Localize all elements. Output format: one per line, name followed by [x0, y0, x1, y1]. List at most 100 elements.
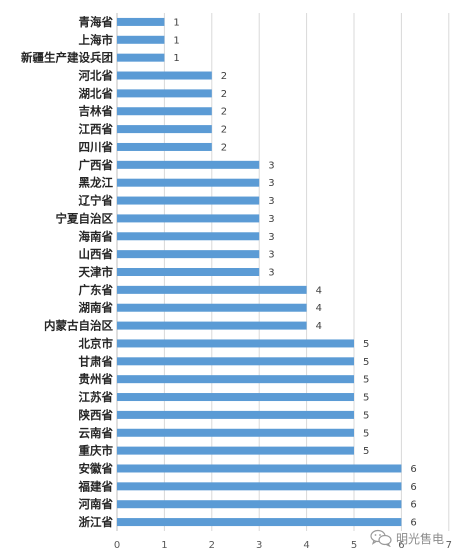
x-tick-label: 1: [161, 540, 167, 551]
bar: [117, 339, 354, 348]
bar: [117, 446, 354, 455]
bar: [117, 178, 260, 187]
bar: [117, 464, 402, 473]
bar: [117, 268, 260, 276]
data-label: 6: [410, 500, 416, 511]
category-label: 重庆市: [79, 444, 114, 458]
data-label: 5: [363, 375, 369, 386]
bar: [117, 518, 402, 527]
bar: [117, 196, 260, 205]
data-label: 3: [268, 232, 274, 243]
data-label: 2: [221, 89, 227, 100]
category-label: 甘肃省: [79, 354, 114, 368]
bar: [117, 357, 354, 366]
data-label: 3: [268, 160, 274, 171]
data-label: 6: [410, 482, 416, 493]
bar: [117, 53, 165, 62]
bar: [117, 482, 402, 491]
data-label: 4: [316, 285, 322, 296]
data-label: 5: [363, 428, 369, 439]
data-label: 2: [221, 125, 227, 136]
bar: [117, 500, 402, 509]
category-label: 天津市: [79, 265, 114, 279]
data-label: 2: [221, 142, 227, 153]
category-label: 新疆生产建设兵团: [21, 51, 113, 65]
bar: [117, 107, 212, 116]
data-label: 4: [316, 303, 322, 314]
category-label: 青海省: [79, 15, 114, 29]
x-tick-label: 3: [256, 540, 262, 551]
bar: [117, 250, 260, 259]
category-label: 浙江省: [79, 515, 114, 529]
bar: [117, 17, 165, 26]
x-tick-labels: 0 1 2 3 4 5 6 7: [114, 540, 452, 551]
category-label: 湖北省: [79, 86, 114, 100]
category-label: 云南省: [79, 426, 114, 440]
data-label: 1: [173, 17, 179, 28]
bar: [117, 375, 354, 384]
bar: [117, 232, 260, 241]
category-label: 内蒙古自治区: [44, 319, 113, 333]
category-label: 上海市: [79, 33, 114, 47]
bar: [117, 285, 307, 294]
category-label: 海南省: [79, 229, 114, 243]
category-label: 四川省: [79, 140, 114, 154]
bar: [117, 142, 212, 151]
bar: [117, 321, 307, 330]
category-label: 河北省: [79, 69, 114, 83]
category-label: 福建省: [78, 479, 114, 493]
category-label: 安徽省: [79, 461, 114, 475]
category-label: 吉林省: [79, 104, 114, 118]
x-tick-label: 0: [114, 540, 120, 551]
bar: [117, 428, 354, 437]
bar: [117, 410, 354, 419]
data-label: 2: [221, 71, 227, 82]
data-label: 6: [410, 464, 416, 475]
x-tick-label: 4: [303, 540, 309, 551]
bar: [117, 160, 260, 169]
data-label: 5: [363, 446, 369, 457]
data-label: 4: [316, 321, 322, 332]
x-tick-label: 6: [398, 540, 404, 551]
data-label: 3: [268, 178, 274, 189]
category-label: 江苏省: [79, 390, 114, 404]
category-label: 河南省: [79, 497, 114, 511]
watermark: 明光售电: [370, 529, 444, 547]
wechat-icon: [370, 529, 392, 547]
bar: [117, 35, 165, 44]
watermark-text: 明光售电: [396, 531, 445, 546]
category-label: 陕西省: [79, 408, 114, 422]
bar: [117, 71, 212, 80]
category-label: 江西省: [79, 122, 114, 136]
data-label: 3: [268, 196, 274, 207]
bar: [117, 393, 354, 402]
category-label: 广西省: [79, 158, 114, 172]
data-label: 6: [410, 518, 416, 529]
category-label: 北京市: [79, 336, 114, 350]
category-label: 辽宁省: [79, 194, 114, 208]
bar: [117, 303, 307, 312]
x-tick-label: 2: [209, 540, 215, 551]
category-label: 湖南省: [79, 301, 114, 315]
bar: [117, 89, 212, 98]
category-label: 贵州省: [79, 372, 114, 386]
category-label: 山西省: [79, 247, 114, 261]
data-label: 5: [363, 410, 369, 421]
category-label: 广东省: [79, 283, 114, 297]
bars: [117, 17, 402, 527]
value-labels: 1 1 1 2 2 2 2 2 3 3 3 3 3 3 3 4 4 4 5 5 5 5 5 5 5 6 6 6 6: [173, 17, 416, 528]
data-label: 5: [363, 339, 369, 350]
category-labels: 青海省上海市新疆生产建设兵团河北省湖北省吉林省江西省四川省广西省黑龙江辽宁省宁夏…: [21, 15, 113, 529]
data-label: 3: [268, 214, 274, 225]
data-label: 5: [363, 393, 369, 404]
x-tick-label: 7: [446, 540, 452, 551]
data-label: 1: [173, 53, 179, 64]
data-label: 2: [221, 107, 227, 118]
bar: [117, 125, 212, 134]
data-label: 5: [363, 357, 369, 368]
data-label: 3: [268, 250, 274, 261]
bar: [117, 214, 260, 223]
data-label: 3: [268, 268, 274, 279]
category-label: 黑龙江: [79, 176, 114, 190]
data-label: 1: [173, 35, 179, 46]
